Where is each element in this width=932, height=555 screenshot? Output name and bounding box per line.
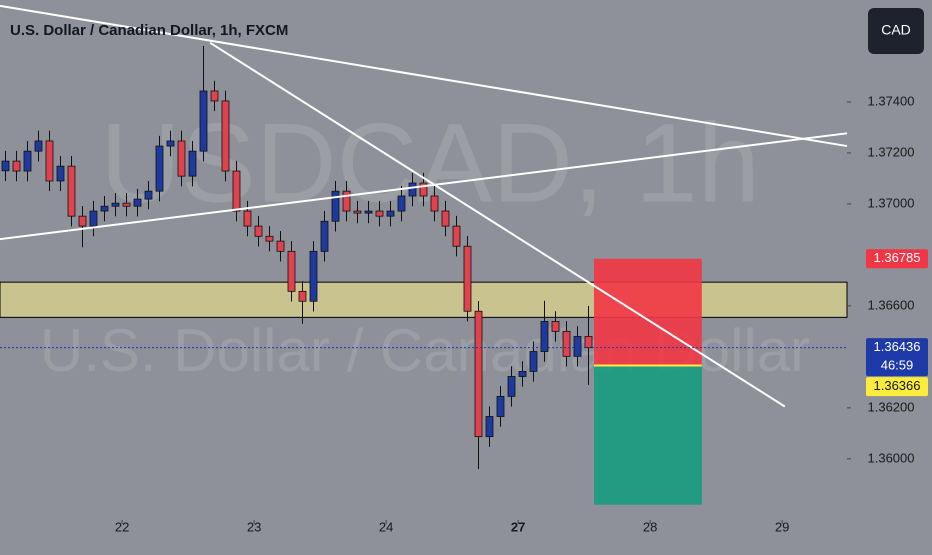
candle-body [463, 245, 472, 312]
y-tick-label: 1.36000 [868, 450, 915, 465]
trendline [209, 41, 786, 408]
watermark: USDCAD, 1h [100, 101, 760, 226]
candle-body [144, 190, 153, 200]
candle-body [529, 351, 538, 372]
candle-body [342, 190, 351, 212]
candle-body [221, 100, 230, 172]
candle-body [507, 376, 516, 397]
candle-body [287, 250, 296, 292]
candle-body [56, 165, 65, 182]
candle-body [188, 150, 197, 177]
candle-body [331, 190, 340, 222]
candle-body [34, 140, 43, 152]
candle-body [309, 250, 318, 302]
candle-body [265, 235, 274, 242]
candle-body [452, 225, 461, 247]
x-tick-label: 29 [775, 519, 789, 534]
candle-body [177, 140, 186, 177]
candle-body [1, 160, 10, 172]
candle-body [551, 321, 560, 332]
candle-body [518, 370, 527, 377]
candle-body [122, 202, 131, 207]
x-tick-label: 27 [511, 519, 525, 534]
candle-body [353, 210, 362, 214]
candle-body [375, 210, 384, 217]
price-label [866, 377, 928, 397]
candle-body [540, 321, 549, 352]
candle-body [89, 210, 98, 227]
trendline [0, 4, 848, 148]
candle-body [298, 290, 307, 302]
zone [0, 281, 848, 318]
currency-button[interactable] [868, 8, 924, 54]
candle-body [397, 195, 406, 212]
x-tick-label: 28 [643, 519, 657, 534]
candle-body [67, 165, 76, 217]
candle-body [573, 336, 582, 357]
trendline [0, 132, 848, 241]
price-label-text: 1.36366 [874, 378, 921, 393]
currency-button-label[interactable]: CAD [881, 22, 911, 38]
candle-body [386, 210, 395, 217]
candle-body [496, 395, 505, 417]
y-tick-label: 1.37200 [868, 144, 915, 159]
x-tick-label: 23 [247, 519, 261, 534]
candle-body [12, 160, 21, 172]
candle-body [474, 310, 483, 438]
y-tick-label: 1.37400 [868, 93, 915, 108]
candle-body [111, 202, 120, 207]
y-tick-label: 1.36200 [868, 399, 915, 414]
candle-body [562, 330, 571, 357]
candle-body [584, 336, 593, 349]
candle-body [419, 182, 428, 197]
y-tick-label: 1.36600 [868, 297, 915, 312]
candle-body [166, 140, 175, 147]
stop-area [594, 258, 702, 366]
target-area [594, 365, 702, 505]
candle-body [276, 240, 285, 252]
candle-body [408, 182, 417, 197]
candle-body [232, 170, 241, 212]
price-label [866, 249, 928, 269]
candle-body [100, 205, 109, 212]
currency-button-group[interactable]: CAD [868, 8, 924, 54]
candle-body [243, 210, 252, 227]
countdown: 46:59 [881, 358, 914, 373]
x-tick-label: 24 [379, 519, 393, 534]
candle-body [320, 220, 329, 252]
candle-body [364, 210, 373, 214]
chart-title: U.S. Dollar / Canadian Dollar, 1h, FXCM [10, 22, 288, 39]
candle-body [430, 195, 439, 212]
candle-body [441, 210, 450, 227]
candle-body [78, 215, 87, 227]
y-tick-label: 1.37000 [868, 195, 915, 210]
price-label-text: 1.36785 [874, 250, 921, 265]
candle-body [254, 225, 263, 237]
x-tick-label: 22 [115, 519, 129, 534]
candle-body [210, 90, 219, 102]
price-label [866, 338, 928, 377]
price-label-text: 1.36436 [874, 339, 921, 354]
candle-body [45, 140, 54, 182]
candle-body [485, 416, 494, 438]
candle-body [199, 90, 208, 152]
candle-body [23, 150, 32, 172]
candle-body [133, 198, 142, 207]
candle-body [155, 145, 164, 192]
